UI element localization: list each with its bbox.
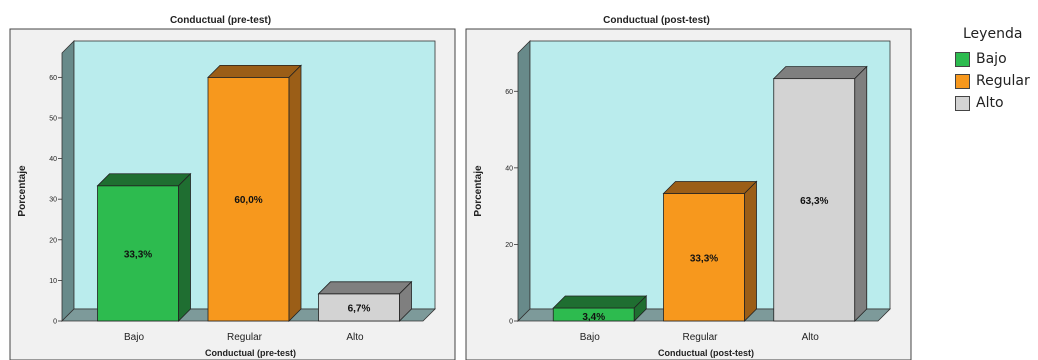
category-label: Bajo bbox=[124, 332, 144, 343]
bar-side bbox=[178, 172, 191, 322]
category-label: Regular bbox=[227, 332, 263, 343]
chart-title: Conductual (pre-test) bbox=[170, 15, 271, 26]
y-tick-label: 0 bbox=[53, 319, 57, 326]
data-label: 33,3% bbox=[124, 249, 152, 260]
chart-1: Conductual (pre-test) 0 10 20 30 40 50 60 Porcen… bbox=[9, 15, 456, 360]
bar-side bbox=[633, 295, 647, 322]
y-tick-label: 0 bbox=[509, 319, 513, 326]
bar-front bbox=[663, 193, 745, 322]
legend-item-regular: Regular bbox=[955, 70, 1035, 92]
y-tick-label: 50 bbox=[49, 115, 57, 122]
data-label: 6,7% bbox=[348, 303, 371, 314]
x-axis-label: Conductual (post-test) bbox=[658, 348, 754, 358]
y-tick-label: 10 bbox=[49, 278, 57, 285]
category-label: Bajo bbox=[580, 332, 600, 343]
legend-swatch-regular bbox=[955, 73, 970, 89]
y-tick-label: 40 bbox=[49, 156, 57, 163]
chart-title: Conductual (post-test) bbox=[603, 15, 710, 26]
legend-label-alto: Alto bbox=[976, 95, 1004, 111]
y-tick-label: 20 bbox=[505, 242, 513, 249]
y-tick-label: 60 bbox=[49, 75, 57, 82]
bar-bajo: 3,4% Bajo bbox=[552, 295, 648, 343]
bar-top bbox=[772, 66, 868, 80]
bar-side bbox=[854, 65, 868, 322]
data-label: 63,3% bbox=[800, 196, 828, 207]
legend-item-bajo: Bajo bbox=[955, 48, 1035, 70]
bar-top bbox=[552, 295, 648, 309]
left-wall bbox=[61, 40, 75, 322]
category-label: Regular bbox=[682, 332, 718, 343]
legend-title: Leyenda bbox=[963, 26, 1023, 42]
legend-label-bajo: Bajo bbox=[976, 51, 1007, 67]
y-tick-label: 20 bbox=[49, 237, 57, 244]
data-label: 60,0% bbox=[234, 195, 262, 206]
data-label: 33,3% bbox=[690, 253, 718, 264]
category-label: Alto bbox=[802, 332, 820, 343]
legend-item-alto: Alto bbox=[955, 92, 1035, 114]
bar-alto: 6,7% Alto bbox=[317, 280, 413, 343]
data-label: 3,4% bbox=[582, 312, 605, 323]
y-axis-label: Porcentaje bbox=[17, 165, 28, 217]
bar-regular: 60,0% Regular bbox=[207, 64, 302, 343]
bar-side bbox=[288, 64, 302, 322]
bar-side bbox=[744, 180, 757, 322]
legend-swatch-bajo bbox=[955, 51, 970, 67]
bar-regular: 33,3% Regular bbox=[662, 180, 758, 343]
legend: Leyenda Bajo Regular Alto bbox=[955, 26, 1035, 114]
bar-top bbox=[317, 281, 413, 295]
y-tick-label: 40 bbox=[505, 165, 513, 172]
left-wall bbox=[517, 40, 531, 322]
chart-2: Conductual (post-test) 0 20 40 60 Porcentaje C… bbox=[465, 15, 912, 360]
legend-label-regular: Regular bbox=[976, 73, 1030, 89]
category-label: Alto bbox=[346, 332, 364, 343]
y-axis-label: Porcentaje bbox=[473, 165, 484, 217]
bar-bajo: 33,3% Bajo bbox=[96, 172, 192, 343]
bar-top bbox=[662, 181, 758, 194]
bar-top bbox=[207, 64, 302, 78]
bar-alto: 63,3% Alto bbox=[772, 65, 868, 343]
legend-swatch-alto bbox=[955, 95, 970, 111]
y-tick-label: 60 bbox=[505, 89, 513, 96]
x-axis-label: Conductual (pre-test) bbox=[205, 348, 296, 358]
bar-top bbox=[96, 173, 192, 187]
y-tick-label: 30 bbox=[49, 197, 57, 204]
bar-side bbox=[399, 280, 412, 322]
